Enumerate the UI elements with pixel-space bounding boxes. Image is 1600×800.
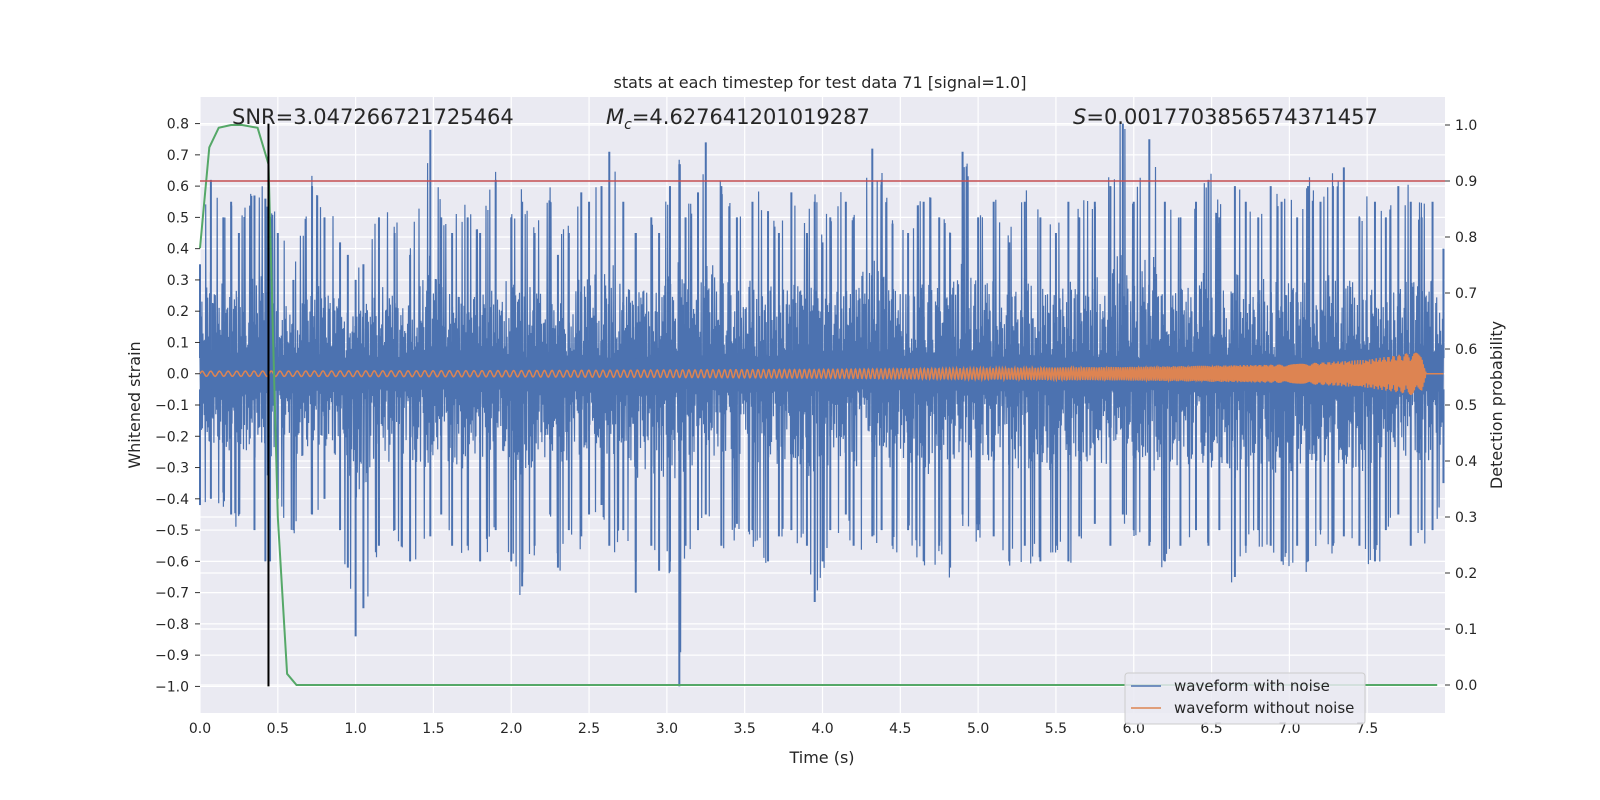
y2-tick-label: 0.5 bbox=[1455, 398, 1477, 414]
y-tick-label: 0.7 bbox=[167, 148, 189, 164]
series-waveform-without-noise bbox=[199, 352, 1444, 396]
y2-tick-label: 0.7 bbox=[1455, 286, 1477, 302]
x-tick-label: 0.0 bbox=[189, 721, 211, 737]
y-tick-label: −0.2 bbox=[155, 429, 189, 445]
y-tick-label: 0.1 bbox=[167, 335, 189, 351]
y-tick-label: 0.5 bbox=[167, 210, 189, 226]
x-tick-label: 6.0 bbox=[1123, 721, 1145, 737]
overlays bbox=[200, 123, 1445, 687]
y-tick-label: 0.3 bbox=[167, 273, 189, 289]
mc-symbol: M bbox=[606, 105, 624, 129]
y-tick-label: −0.9 bbox=[155, 648, 189, 664]
y-tick-label: 0.8 bbox=[167, 117, 189, 133]
series-waveform-with-noise bbox=[199, 123, 1445, 687]
x-axis-ticks: 0.0 0.5 1.0 1.5 2.0 2.5 3.0 3.5 4.0 4.5 5.0 5.5 6.0 6… bbox=[189, 721, 1378, 737]
y-tick-label: −0.1 bbox=[155, 398, 189, 414]
y-axis-label: Whitened strain bbox=[125, 341, 144, 468]
mc-subscript: c bbox=[624, 117, 632, 133]
x-tick-label: 7.5 bbox=[1356, 721, 1378, 737]
s-symbol: S bbox=[1073, 105, 1086, 129]
clean-trace bbox=[199, 352, 1444, 396]
series-detection-probability bbox=[199, 124, 1438, 686]
x-tick-label: 1.0 bbox=[344, 721, 366, 737]
x-axis-label: Time (s) bbox=[788, 748, 854, 767]
y-tick-label: −1.0 bbox=[155, 679, 189, 695]
y-tick-label: 0.4 bbox=[167, 242, 189, 258]
y2-tick-label: 0.3 bbox=[1455, 510, 1477, 526]
mc-value: =4.627641201019287 bbox=[632, 105, 870, 129]
y-tick-label: 0.6 bbox=[167, 179, 189, 195]
y2-tick-label: 0.6 bbox=[1455, 342, 1477, 358]
y-tick-label: −0.5 bbox=[155, 523, 189, 539]
y-tick-label: 0.2 bbox=[167, 304, 189, 320]
legend-label-noise: waveform with noise bbox=[1174, 677, 1330, 695]
y2-tick-label: 0.1 bbox=[1455, 622, 1477, 638]
y2-tick-label: 0.4 bbox=[1455, 454, 1477, 470]
x-tick-label: 6.5 bbox=[1200, 721, 1222, 737]
x-tick-label: 0.5 bbox=[267, 721, 289, 737]
y-tick-label: −0.6 bbox=[155, 554, 189, 570]
y-axis-ticks: 0.8 0.7 0.6 0.5 0.4 0.3 0.2 0.1 0.0 −0.1 −0.2 −0.3 −… bbox=[155, 117, 200, 695]
y2-tick-label: 0.8 bbox=[1455, 230, 1477, 246]
y-tick-label: −0.3 bbox=[155, 461, 189, 477]
x-tick-label: 7.0 bbox=[1278, 721, 1300, 737]
y2-axis-label: Detection probability bbox=[1487, 321, 1506, 489]
y2-axis-ticks: 1.0 0.9 0.8 0.7 0.6 0.5 0.4 0.3 0.2 0.1 0.0 bbox=[1445, 118, 1477, 694]
legend-label-clean: waveform without noise bbox=[1174, 699, 1354, 717]
x-tick-label: 2.5 bbox=[578, 721, 600, 737]
x-tick-label: 1.5 bbox=[422, 721, 444, 737]
legend: waveform with noise waveform without noi… bbox=[1124, 672, 1366, 725]
x-tick-label: 5.5 bbox=[1045, 721, 1067, 737]
s-annotation: S=0.0017703856574371457 bbox=[1073, 105, 1378, 129]
y-tick-label: −0.8 bbox=[155, 617, 189, 633]
s-value: =0.0017703856574371457 bbox=[1086, 105, 1378, 129]
x-tick-label: 3.0 bbox=[656, 721, 678, 737]
x-tick-label: 2.0 bbox=[500, 721, 522, 737]
y2-tick-label: 0.2 bbox=[1455, 566, 1477, 582]
x-tick-label: 4.0 bbox=[811, 721, 833, 737]
legend-box bbox=[1124, 672, 1366, 725]
y2-tick-label: 0.0 bbox=[1455, 678, 1477, 694]
y2-tick-label: 0.9 bbox=[1455, 174, 1477, 190]
snr-annotation: SNR=3.047266721725464 bbox=[232, 105, 514, 129]
y-tick-label: 0.0 bbox=[167, 367, 189, 383]
x-tick-label: 4.5 bbox=[889, 721, 911, 737]
y-tick-label: −0.4 bbox=[155, 492, 189, 508]
probability-line bbox=[199, 124, 1438, 686]
chart-title: stats at each timestep for test data 71 … bbox=[614, 73, 1027, 92]
chirp-mass-annotation: Mc=4.627641201019287 bbox=[606, 105, 870, 133]
x-tick-label: 5.0 bbox=[967, 721, 989, 737]
x-tick-label: 3.5 bbox=[734, 721, 756, 737]
y2-tick-label: 1.0 bbox=[1455, 118, 1477, 134]
y-tick-label: −0.7 bbox=[155, 586, 189, 602]
